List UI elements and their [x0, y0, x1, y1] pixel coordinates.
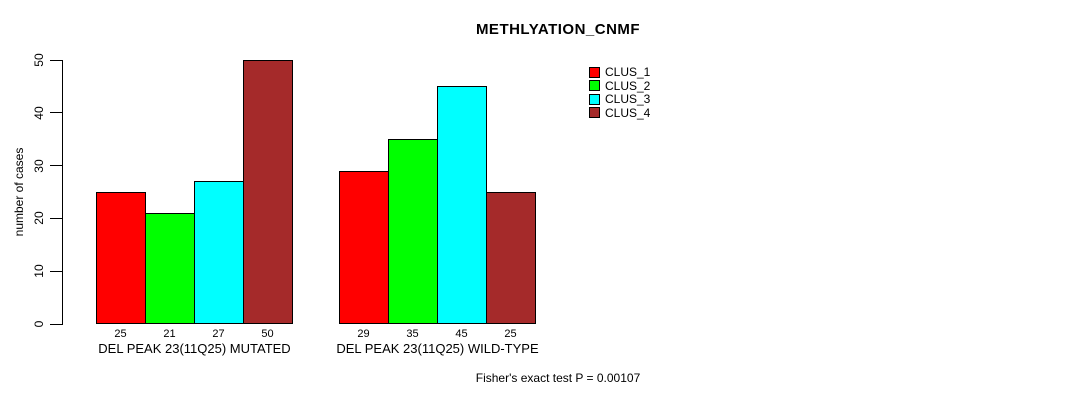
bar-value-label: 45 [455, 328, 468, 340]
legend-label: CLUS_1 [605, 65, 651, 79]
y-tick-label: 0 [32, 320, 46, 328]
legend-swatch [589, 80, 600, 91]
bar-value-label: 21 [163, 328, 176, 340]
annotation-text: Fisher's exact test P = 0.00107 [475, 371, 641, 385]
y-tick-label: 40 [32, 106, 46, 120]
bar [96, 192, 146, 324]
y-tick [50, 165, 62, 167]
bar [486, 192, 536, 324]
bar [243, 60, 293, 324]
bar [388, 139, 438, 324]
bar [437, 86, 487, 324]
legend-item: CLUS_3 [589, 93, 650, 105]
y-tick-label: 50 [32, 53, 46, 67]
legend-swatch [589, 93, 600, 105]
y-axis-label: number of cases [12, 147, 26, 237]
bar [194, 181, 244, 324]
bar-value-label: 35 [406, 328, 419, 340]
legend-label: CLUS_4 [605, 105, 651, 120]
legend-label: CLUS_2 [605, 78, 651, 93]
y-tick [50, 323, 62, 325]
legend-item: CLUS_4 [589, 107, 650, 119]
y-tick-label: 30 [32, 158, 46, 173]
legend-label: CLUS_3 [605, 92, 651, 106]
bar-value-label: 50 [261, 328, 274, 340]
y-tick [50, 217, 62, 219]
bar [339, 170, 389, 324]
legend-item: CLUS_1 [589, 66, 650, 78]
chart-title: METHLYATION_CNMF [475, 21, 641, 38]
y-tick [50, 270, 62, 272]
y-axis-line [62, 60, 63, 325]
y-tick [50, 112, 62, 114]
bar-value-label: 25 [114, 328, 127, 340]
legend-swatch [589, 66, 600, 78]
y-tick [50, 59, 62, 61]
bar-value-label: 25 [504, 328, 517, 340]
y-tick-label: 20 [32, 211, 46, 226]
bar-value-label: 27 [212, 328, 225, 340]
legend-swatch [589, 107, 600, 118]
group-label: DEL PEAK 23(11Q25) MUTATED [98, 341, 291, 356]
bar-value-label: 29 [357, 328, 370, 340]
group-label: DEL PEAK 23(11Q25) WILD-TYPE [336, 341, 539, 356]
legend-item: CLUS_2 [589, 80, 650, 92]
y-tick-label: 10 [32, 264, 46, 278]
bar [145, 213, 195, 324]
